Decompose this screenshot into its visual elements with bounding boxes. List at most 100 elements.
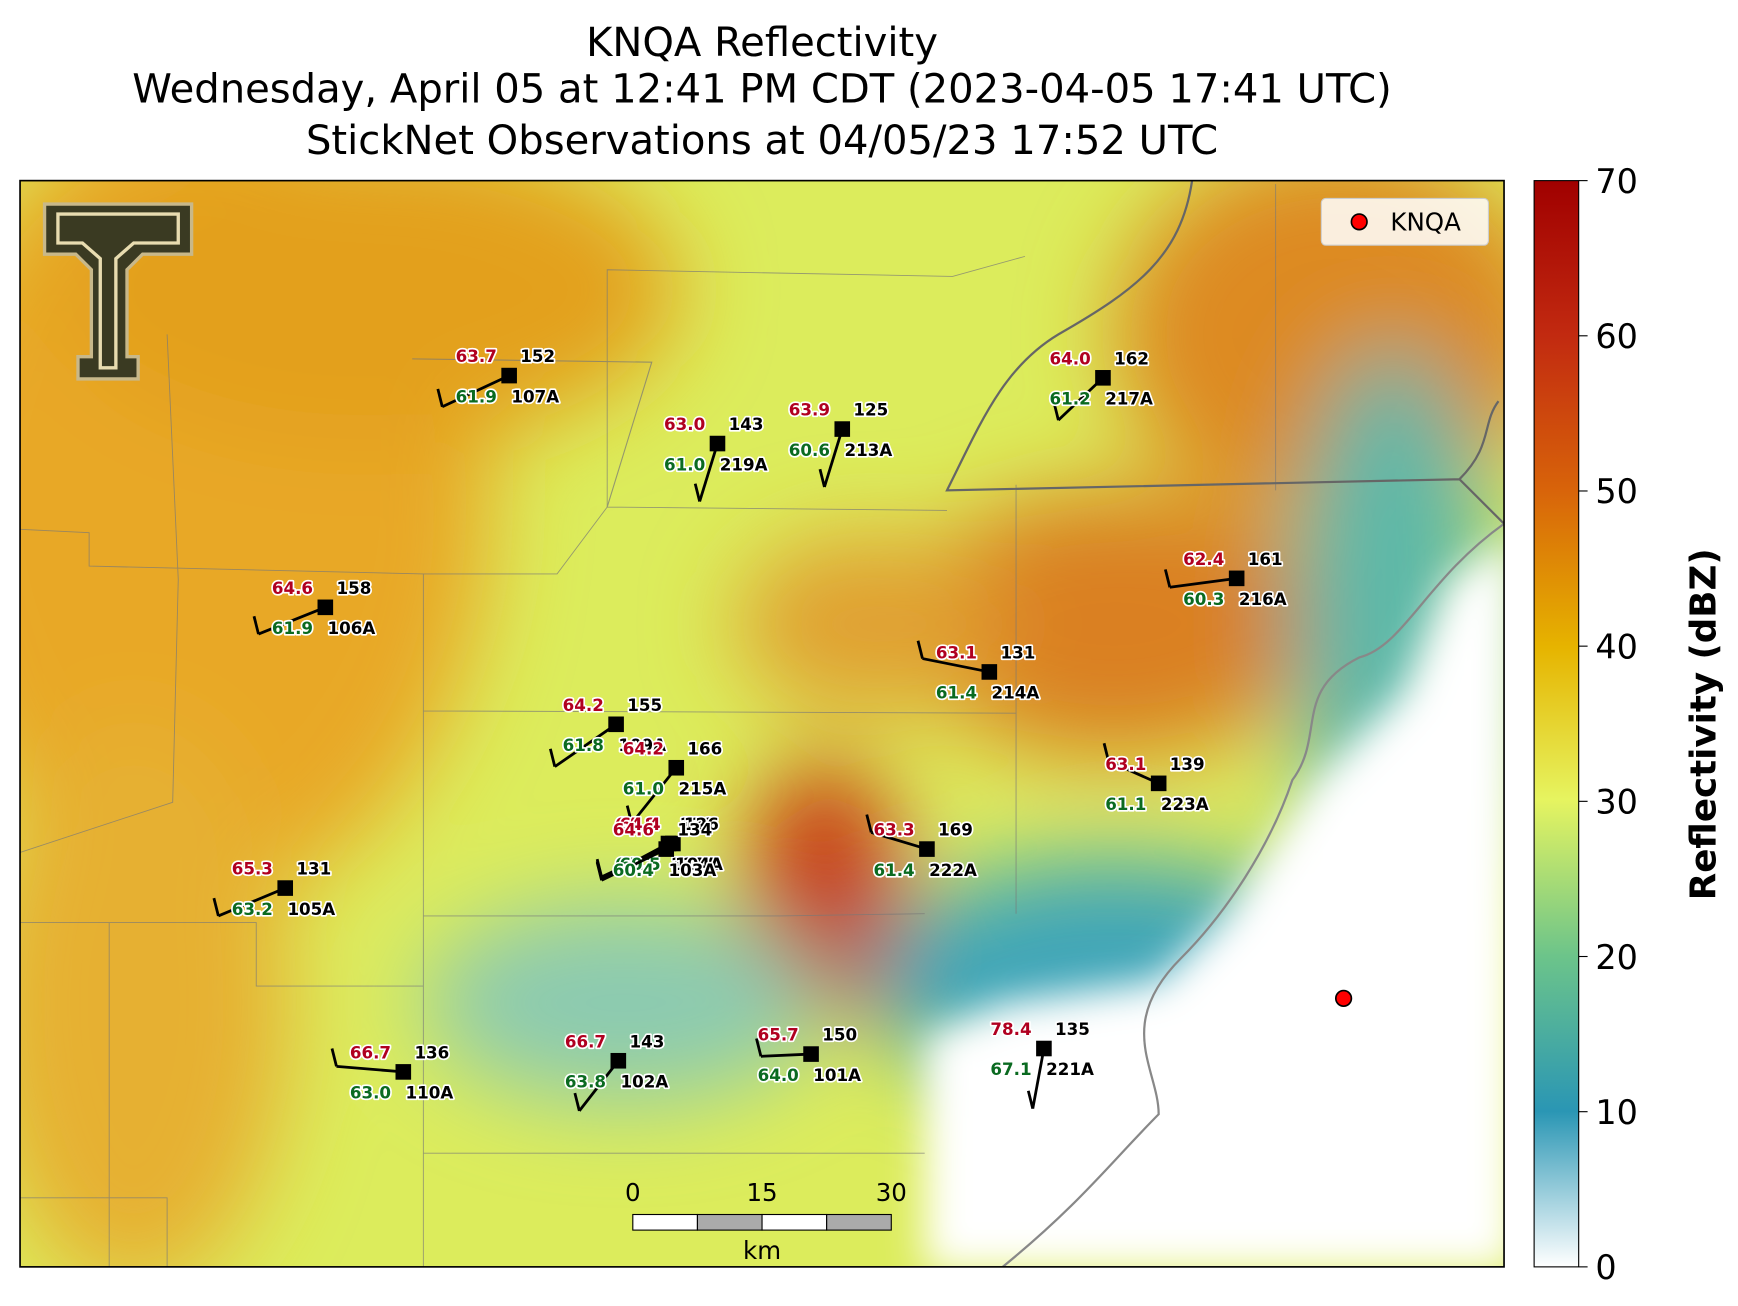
pressure: 150 [822, 1025, 857, 1045]
dewpoint: 60.6 [789, 440, 830, 460]
pressure: 131 [296, 859, 331, 879]
colorbar-tick-label: 40 [1595, 627, 1638, 666]
map-frame [19, 179, 1505, 1268]
pressure: 158 [336, 578, 371, 598]
station: 65.7 150 64.0 101A [755, 1023, 863, 1086]
pressure: 134 [677, 820, 712, 840]
station: 63.9 125 60.6 213A [787, 398, 894, 488]
pressure: 143 [629, 1031, 664, 1051]
wind-barb-flag [436, 388, 444, 408]
radar-site-marker [1334, 989, 1353, 1008]
wind-barb [760, 1052, 812, 1058]
pressure: 143 [729, 414, 764, 434]
pressure: 169 [938, 820, 973, 840]
wind-barb-flag [693, 483, 702, 502]
temperature: 63.0 [664, 414, 705, 434]
station-id: 215A [678, 778, 726, 798]
wind-barb [823, 428, 844, 488]
station-id: 221A [1046, 1059, 1094, 1079]
station-marker [668, 759, 685, 776]
station: 63.1 131 61.4 214A [916, 640, 1041, 704]
temperature: 63.1 [1105, 754, 1146, 774]
station-id: 213A [844, 440, 892, 460]
dewpoint: 67.1 [990, 1059, 1031, 1079]
station: 66.7 136 63.0 110A [330, 1041, 455, 1104]
colorbar-tick-label: 20 [1595, 938, 1638, 977]
station-id: 222A [929, 860, 977, 880]
station-marker [608, 716, 624, 733]
wind-barb [441, 374, 510, 409]
colorbar-tick-label: 70 [1595, 162, 1638, 201]
wind-barb-flag [1102, 742, 1110, 762]
wind-barb-flag [1164, 569, 1172, 588]
station-marker [610, 1052, 627, 1069]
dewpoint: 60.5 [619, 854, 660, 874]
wind-barb-flag [865, 814, 873, 833]
temperature: 64.2 [563, 695, 604, 715]
wind-barb [922, 657, 990, 674]
wind-barb [870, 831, 928, 851]
station-id: 219A [720, 454, 768, 474]
wind-barb [336, 1064, 404, 1074]
dewpoint: 60.3 [1183, 589, 1224, 609]
station-id: 214A [992, 683, 1040, 703]
legend-marker [1350, 213, 1368, 231]
station-id: 107A [511, 386, 559, 406]
temperature: 64.2 [623, 738, 664, 758]
wind-barb [630, 766, 678, 825]
wind-barb-flag [330, 1048, 338, 1067]
temperature: 65.3 [232, 859, 273, 879]
wind-barb [578, 1059, 620, 1112]
station: 64.2 166 61.0 215A [621, 737, 728, 825]
dewpoint: 64.0 [758, 1065, 799, 1085]
station: 64.4 126 60.5 104A [595, 812, 725, 879]
station-marker [395, 1064, 412, 1080]
scale-tick-label: 0 [625, 1178, 641, 1207]
legend: KNQA [1320, 197, 1489, 246]
pressure: 166 [687, 738, 722, 758]
dewpoint: 63.8 [565, 1072, 606, 1092]
station-marker [1095, 370, 1111, 386]
wind-barb [1031, 1048, 1046, 1109]
colorbar-label: Reflectivity (dBZ) [1684, 548, 1725, 900]
station-id: 101A [813, 1065, 861, 1085]
temperature: 64.6 [272, 578, 313, 598]
station-marker [709, 435, 726, 452]
station: 64.2 155 61.8 109A [549, 693, 668, 768]
colorbar-tick-label: 60 [1595, 317, 1638, 356]
colorbar-tick-label: 10 [1595, 1093, 1638, 1132]
pressure: 138 [680, 814, 715, 834]
colorbar-tick-label: 50 [1595, 472, 1638, 511]
station-marker [501, 367, 517, 384]
station: 66.7 143 63.8 102A [563, 1030, 670, 1112]
temperature: 64.6 [613, 820, 654, 840]
station-id: 216A [1239, 589, 1287, 609]
station: 62.4 161 60.3 216A [1164, 547, 1288, 611]
pressure: 131 [1000, 643, 1035, 663]
temperature: 64.4 [619, 814, 660, 834]
dewpoint: 61.0 [623, 778, 664, 798]
station: 65.3 131 63.2 105A [212, 857, 337, 920]
station-id: 103A [668, 860, 716, 880]
station: 78.4 135 67.1 221A [989, 1017, 1096, 1110]
station-id: 106A [328, 618, 376, 638]
station: 64.6 158 61.9 106A [252, 576, 377, 640]
station-marker [658, 841, 675, 857]
pressure: 162 [1114, 348, 1149, 368]
pressure: 136 [414, 1043, 449, 1063]
wind-barb-flag [1052, 401, 1060, 421]
station-marker [1150, 775, 1167, 792]
station-id: 105A [287, 899, 335, 919]
scale-tick-label: 30 [876, 1178, 907, 1207]
colorbar [1533, 180, 1580, 1268]
temperature: 63.9 [789, 400, 830, 420]
wind-barb-flag [252, 615, 260, 635]
temperature: 66.7 [565, 1031, 606, 1051]
temperature: 64.8 [615, 814, 656, 834]
station-id: 111A [671, 854, 719, 874]
dewpoint: 61.8 [563, 735, 604, 755]
pressure: 152 [520, 346, 555, 366]
station-id: 110A [406, 1083, 454, 1103]
wind-barb [1169, 576, 1237, 589]
dewpoint: 61.1 [1105, 794, 1146, 814]
